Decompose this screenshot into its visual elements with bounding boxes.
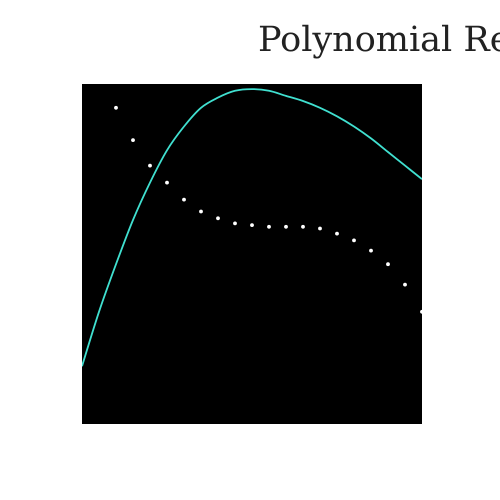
scatter-point (250, 223, 254, 228)
scatter-point (352, 238, 356, 243)
scatter-point (182, 197, 186, 202)
scatter-point (369, 248, 373, 253)
scatter-point (301, 224, 305, 229)
regression-curve (82, 88, 422, 367)
plot-background (82, 84, 422, 424)
scatter-point (114, 105, 118, 110)
scatter-point (284, 224, 288, 229)
scatter-point (165, 180, 169, 185)
scatter-point (386, 262, 390, 267)
chart-title: Polynomial Regression (258, 20, 500, 60)
scatter-point (131, 138, 135, 143)
scatter-point (148, 163, 152, 168)
scatter-point (233, 221, 237, 226)
scatter-point (267, 224, 271, 229)
scatter-point (318, 226, 322, 231)
scatter-point (216, 216, 220, 221)
scatter-point (420, 309, 422, 314)
scatter-point (403, 282, 407, 287)
scatter-point (199, 209, 203, 214)
scatter-point (335, 231, 339, 236)
